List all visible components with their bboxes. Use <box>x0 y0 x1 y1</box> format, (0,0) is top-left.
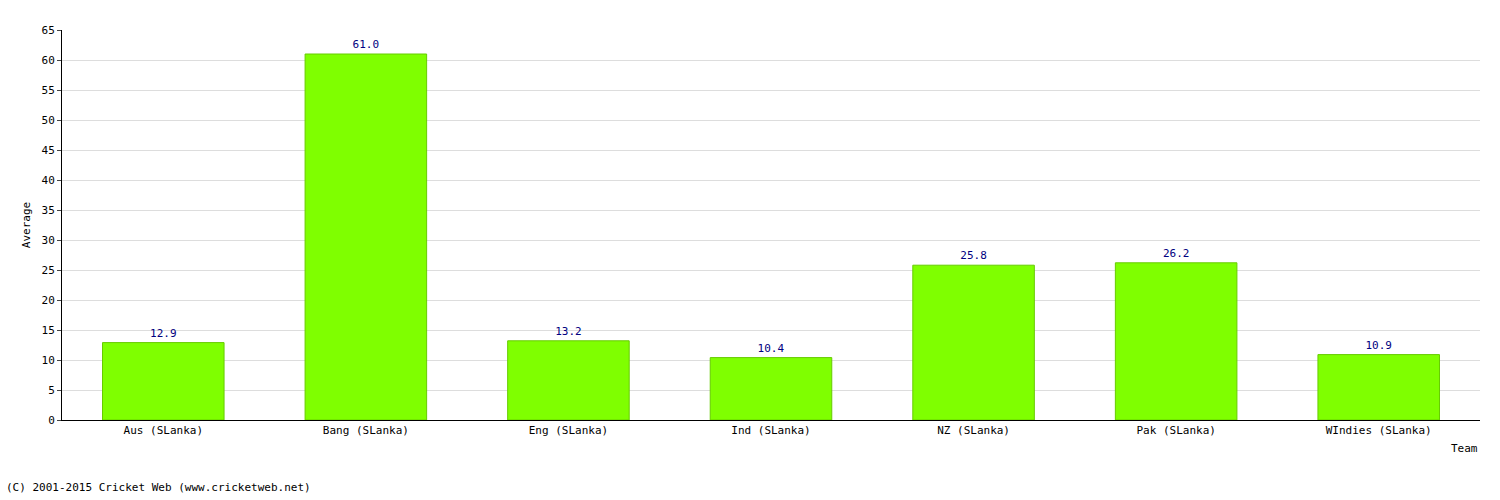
svg-text:Team: Team <box>1451 442 1478 455</box>
svg-text:0: 0 <box>48 414 55 427</box>
svg-text:65: 65 <box>42 24 55 37</box>
svg-text:20: 20 <box>42 294 55 307</box>
svg-text:Average: Average <box>20 202 33 248</box>
svg-text:12.9: 12.9 <box>150 327 177 340</box>
svg-text:WIndies (SLanka): WIndies (SLanka) <box>1326 424 1432 437</box>
svg-text:25.8: 25.8 <box>960 249 987 262</box>
svg-text:Ind (SLanka): Ind (SLanka) <box>731 424 810 437</box>
svg-text:15: 15 <box>42 324 55 337</box>
svg-text:Pak (SLanka): Pak (SLanka) <box>1136 424 1215 437</box>
svg-text:Aus (SLanka): Aus (SLanka) <box>124 424 203 437</box>
svg-text:Eng (SLanka): Eng (SLanka) <box>529 424 608 437</box>
svg-text:40: 40 <box>42 174 55 187</box>
svg-text:10.9: 10.9 <box>1365 339 1392 352</box>
svg-text:10.4: 10.4 <box>758 342 785 355</box>
svg-text:10: 10 <box>42 354 55 367</box>
svg-text:30: 30 <box>42 234 55 247</box>
svg-text:25: 25 <box>42 264 55 277</box>
svg-text:13.2: 13.2 <box>555 325 582 338</box>
svg-text:Bang (SLanka): Bang (SLanka) <box>323 424 409 437</box>
svg-text:NZ (SLanka): NZ (SLanka) <box>937 424 1010 437</box>
svg-text:26.2: 26.2 <box>1163 247 1190 260</box>
svg-text:61.0: 61.0 <box>353 38 380 51</box>
svg-text:55: 55 <box>42 84 55 97</box>
svg-text:5: 5 <box>48 384 55 397</box>
svg-text:50: 50 <box>42 114 55 127</box>
svg-text:35: 35 <box>42 204 55 217</box>
svg-text:(C) 2001-2015 Cricket Web (www: (C) 2001-2015 Cricket Web (www.cricketwe… <box>6 481 311 494</box>
svg-text:45: 45 <box>42 144 55 157</box>
svg-text:60: 60 <box>42 54 55 67</box>
